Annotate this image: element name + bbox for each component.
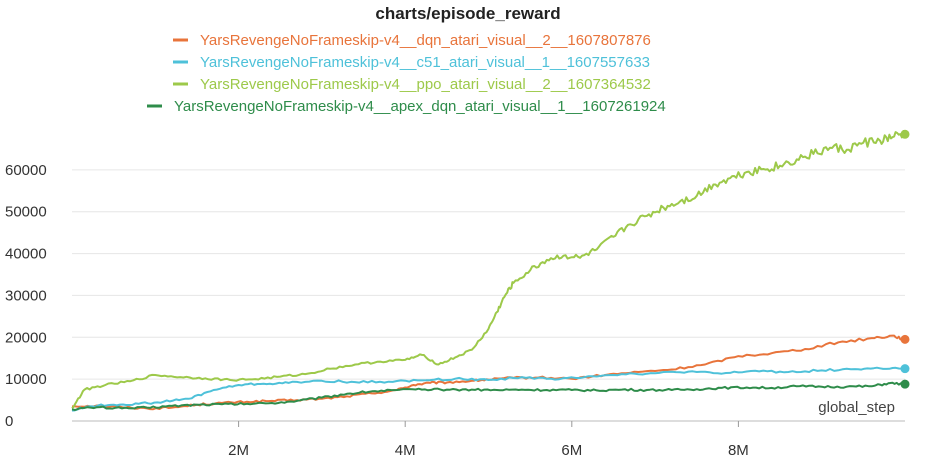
series-lines [71,129,910,412]
legend-entry-2[interactable]: YarsRevengeNoFrameskip-v4__ppo_atari_vis… [200,76,651,93]
series-end-point-2 [900,129,910,139]
legend: YarsRevengeNoFrameskip-v4__dqn_atari_vis… [147,32,666,115]
x-tick-label: 2M [228,442,249,459]
legend-entry-0[interactable]: YarsRevengeNoFrameskip-v4__dqn_atari_vis… [200,32,651,49]
x-tick-label: 4M [395,442,416,459]
series-line-1 [72,366,905,412]
series-end-point-1 [900,364,910,374]
y-tick-label: 30000 [5,287,47,304]
series-end-point-3 [900,379,910,389]
series-line-2 [71,130,906,410]
y-axis: 0 10000 20000 30000 40000 50000 60000 [5,162,47,430]
x-tick-label: 8M [728,442,749,459]
legend-entry-3[interactable]: YarsRevengeNoFrameskip-v4__apex_dqn_atar… [174,98,666,115]
series-end-point-0 [900,334,910,344]
legend-entry-1[interactable]: YarsRevengeNoFrameskip-v4__c51_atari_vis… [200,54,650,71]
x-axis-label: global_step [818,399,895,416]
x-tick-label: 6M [561,442,582,459]
series-line-3 [71,381,906,411]
y-tick-label: 60000 [5,162,47,179]
y-tick-label: 50000 [5,204,47,221]
y-tick-label: 20000 [5,329,47,346]
y-tick-label: 10000 [5,371,47,388]
grid [72,169,905,422]
y-tick-label: 40000 [5,246,47,263]
y-tick-label: 0 [5,413,13,430]
x-axis: 2M 4M 6M 8M [72,420,905,459]
chart-title: charts/episode_reward [375,4,560,23]
